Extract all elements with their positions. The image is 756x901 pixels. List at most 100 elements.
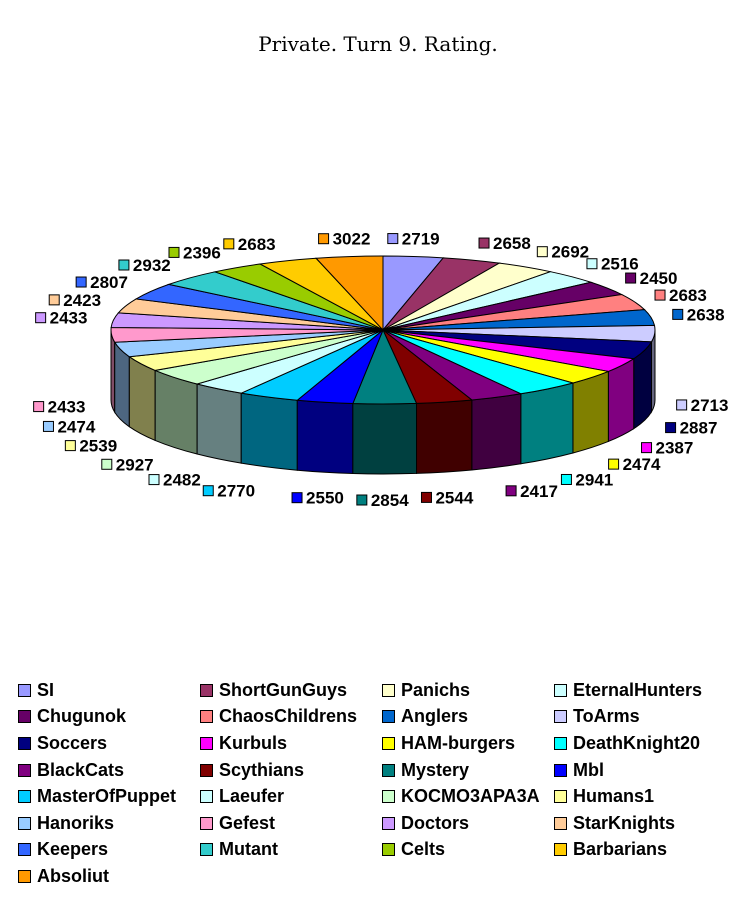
value-label-EternalHunters: 2516	[601, 255, 639, 274]
value-label-Kurbuls: 2387	[656, 439, 694, 458]
legend-label: Keepers	[37, 839, 109, 860]
legend-item-Scythians: Scythians	[200, 759, 382, 782]
legend-swatch	[554, 683, 567, 697]
value-label-swatch-Humans1	[64, 440, 76, 452]
value-label-swatch-Celts	[168, 246, 180, 258]
value-label-swatch-Hanoriks	[42, 420, 54, 432]
value-label-Barbarians: 2683	[238, 235, 276, 254]
value-label-Laeufer: 2482	[163, 471, 201, 490]
value-label-swatch-Mystery	[356, 494, 368, 506]
legend-label: Chugunok	[37, 706, 126, 727]
value-label-ShortGunGuys: 2658	[493, 234, 531, 253]
value-label-Keepers: 2807	[90, 273, 128, 292]
value-label-swatch-ShortGunGuys	[478, 237, 490, 249]
value-label-StarKnights: 2423	[63, 291, 101, 310]
legend-label: BlackCats	[37, 759, 125, 780]
value-label-swatch-DeathKnight20	[560, 473, 572, 485]
legend-swatch	[382, 683, 395, 697]
value-label-swatch-Scythians	[420, 491, 432, 503]
legend-swatch	[382, 790, 395, 804]
legend-label: StarKnights	[573, 812, 676, 833]
pie-side-ToArms	[650, 329, 656, 414]
value-label-swatch-KOCMO3APA3A	[101, 458, 113, 470]
value-label-Celts: 2396	[183, 243, 221, 262]
legend-swatch	[382, 736, 395, 750]
legend-label: ChaosChildrens	[219, 706, 358, 727]
legend-label: Anglers	[401, 706, 469, 727]
pie-side-MasterOfPuppet	[240, 392, 298, 471]
legend-label: SI	[37, 679, 55, 700]
legend-item-Chugunok: Chugunok	[18, 706, 200, 729]
legend-item-ChaosChildrens: ChaosChildrens	[200, 706, 382, 729]
value-label-swatch-StarKnights	[48, 294, 60, 306]
value-label-Mystery: 2854	[371, 491, 409, 510]
legend-swatch	[200, 790, 213, 804]
legend-label: Mbl	[573, 759, 604, 780]
pie-side-Laeufer	[196, 383, 242, 464]
legend-item-Keepers: Keepers	[18, 839, 200, 862]
legend-item-Gefest: Gefest	[200, 812, 382, 835]
legend-label: Gefest	[219, 812, 276, 833]
legend-label: Hanoriks	[37, 812, 115, 833]
value-label-ChaosChildrens: 2683	[669, 286, 707, 305]
value-label-swatch-BlackCats	[505, 485, 517, 497]
value-label-swatch-Panichs	[536, 246, 548, 258]
value-label-swatch-Barbarians	[223, 238, 235, 250]
legend-item-Kurbuls: Kurbuls	[200, 732, 382, 755]
legend-swatch	[200, 816, 213, 830]
value-label-swatch-Laeufer	[148, 474, 160, 486]
pie-side-Gefest	[110, 329, 116, 414]
legend-item-SI: SI	[18, 679, 200, 702]
chart-title: Private. Turn 9. Rating.	[258, 32, 498, 56]
legend-item-Hanoriks: Hanoriks	[18, 812, 200, 835]
legend-item-StarKnights: StarKnights	[554, 812, 744, 835]
legend-item-Absoliut: Absoliut	[18, 865, 200, 888]
value-label-Scythians: 2544	[435, 488, 473, 507]
legend-swatch	[382, 763, 395, 777]
legend-label: Barbarians	[573, 839, 668, 860]
value-label-swatch-Mutant	[118, 259, 130, 271]
value-label-swatch-Doctors	[35, 312, 47, 324]
value-label-swatch-Kurbuls	[641, 442, 653, 454]
value-label-KOCMO3APA3A: 2927	[116, 455, 154, 474]
legend-swatch	[200, 843, 213, 857]
legend-label: MasterOfPuppet	[37, 786, 177, 807]
value-label-SI: 2719	[402, 230, 440, 249]
value-label-MasterOfPuppet: 2770	[217, 482, 255, 501]
legend-label: Mystery	[401, 759, 470, 780]
value-label-Humans1: 2539	[79, 437, 117, 456]
value-label-ToArms: 2713	[691, 396, 729, 415]
legend-swatch	[18, 736, 31, 750]
legend-label: Absoliut	[37, 865, 109, 886]
legend-swatch	[18, 763, 31, 777]
legend-item-Celts: Celts	[382, 839, 554, 862]
legend-label: ShortGunGuys	[219, 679, 348, 700]
legend-label: DeathKnight20	[573, 732, 701, 753]
legend-label: Mutant	[219, 839, 278, 860]
pie-side-Kurbuls	[607, 357, 635, 443]
value-label-swatch-ToArms	[676, 399, 688, 411]
legend-label: Celts	[401, 839, 446, 860]
value-label-DeathKnight20: 2941	[575, 470, 613, 489]
legend-item-Soccers: Soccers	[18, 732, 200, 755]
pie-slice-Absoliut	[315, 255, 384, 332]
legend-item-ShortGunGuys: ShortGunGuys	[200, 679, 382, 702]
legend: SI ShortGunGuys Panichs EternalHunters Chugu…	[18, 679, 748, 888]
legend-item-ToArms: ToArms	[554, 706, 744, 729]
value-label-Gefest: 2433	[48, 398, 86, 417]
legend-label: Soccers	[37, 732, 108, 753]
value-label-swatch-Gefest	[33, 401, 45, 413]
legend-label: Panichs	[401, 679, 471, 700]
value-label-BlackCats: 2417	[520, 482, 558, 501]
value-label-Hanoriks: 2474	[57, 417, 95, 436]
value-label-Mbl: 2550	[306, 489, 344, 508]
legend-label: KOCMO3APA3A	[401, 786, 540, 807]
pie-side-Mystery	[352, 402, 418, 475]
legend-item-Anglers: Anglers	[382, 706, 554, 729]
legend-item-HAM-burgers: HAM-burgers	[382, 732, 554, 755]
legend-swatch	[18, 710, 31, 724]
legend-swatch	[18, 869, 31, 883]
legend-item-Laeufer: Laeufer	[200, 785, 382, 808]
legend-item-Mystery: Mystery	[382, 759, 554, 782]
legend-item-Panichs: Panichs	[382, 679, 554, 702]
